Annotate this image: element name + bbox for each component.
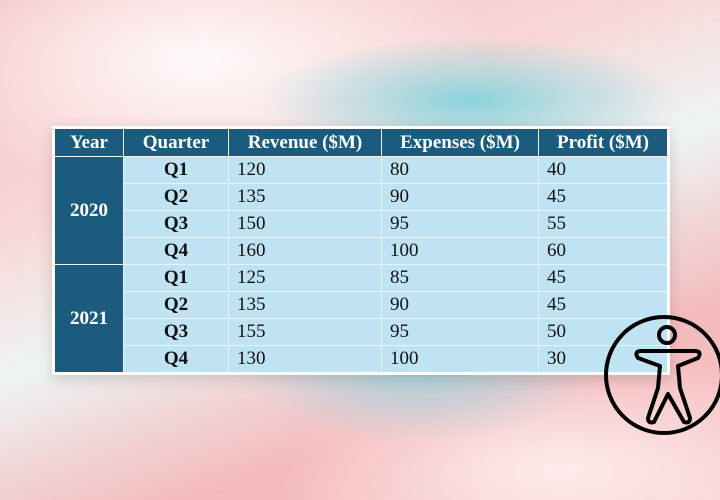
accessibility-icon[interactable] xyxy=(600,310,720,440)
header-revenue: Revenue ($M) xyxy=(228,127,382,157)
expenses-cell: 95 xyxy=(381,318,539,346)
financial-table: Year Quarter Revenue ($M) Expenses ($M) … xyxy=(52,126,670,375)
header-quarter: Quarter xyxy=(123,127,229,157)
revenue-cell: 160 xyxy=(228,237,382,265)
year-cell: 2020 xyxy=(53,156,124,265)
revenue-cell: 135 xyxy=(228,291,382,319)
revenue-cell: 125 xyxy=(228,264,382,292)
quarter-cell: Q1 xyxy=(123,264,229,292)
year-cell: 2021 xyxy=(53,264,124,374)
table-row: Q2 135 90 45 xyxy=(54,183,669,211)
table-row: Q4 160 100 60 xyxy=(54,237,669,265)
profit-cell: 40 xyxy=(538,156,669,184)
quarter-cell: Q1 xyxy=(123,156,229,184)
revenue-cell: 155 xyxy=(228,318,382,346)
expenses-cell: 90 xyxy=(381,291,539,319)
revenue-cell: 135 xyxy=(228,183,382,211)
header-year: Year xyxy=(53,127,124,157)
table-row: 2020 Q1 120 80 40 xyxy=(53,156,669,265)
expenses-cell: 95 xyxy=(381,210,539,238)
quarter-cell: Q4 xyxy=(123,237,229,265)
expenses-cell: 90 xyxy=(381,183,539,211)
profit-cell: 45 xyxy=(538,183,669,211)
table-row: Q2 135 90 45 xyxy=(54,291,669,319)
expenses-cell: 85 xyxy=(381,264,539,292)
quarter-cell: Q2 xyxy=(123,291,229,319)
header-expenses: Expenses ($M) xyxy=(381,127,539,157)
quarter-cell: Q2 xyxy=(123,183,229,211)
profit-cell: 45 xyxy=(538,264,669,292)
revenue-cell: 150 xyxy=(228,210,382,238)
table-row: Q3 155 95 50 xyxy=(54,318,669,346)
quarter-cell: Q3 xyxy=(123,318,229,346)
table-row: 2021 Q1 125 85 45 xyxy=(53,264,669,374)
revenue-cell: 120 xyxy=(228,156,382,184)
quarter-cell: Q4 xyxy=(123,345,229,374)
quarter-cell: Q3 xyxy=(123,210,229,238)
table-row: Q4 130 100 30 xyxy=(54,345,669,374)
revenue-cell: 130 xyxy=(228,345,382,374)
expenses-cell: 80 xyxy=(381,156,539,184)
table-row: Q3 150 95 55 xyxy=(54,210,669,238)
header-profit: Profit ($M) xyxy=(538,127,669,157)
profit-cell: 60 xyxy=(538,237,669,265)
header-row: Year Quarter Revenue ($M) Expenses ($M) … xyxy=(53,127,669,157)
expenses-cell: 100 xyxy=(381,237,539,265)
profit-cell: 45 xyxy=(538,291,669,319)
profit-cell: 55 xyxy=(538,210,669,238)
expenses-cell: 100 xyxy=(381,345,539,374)
